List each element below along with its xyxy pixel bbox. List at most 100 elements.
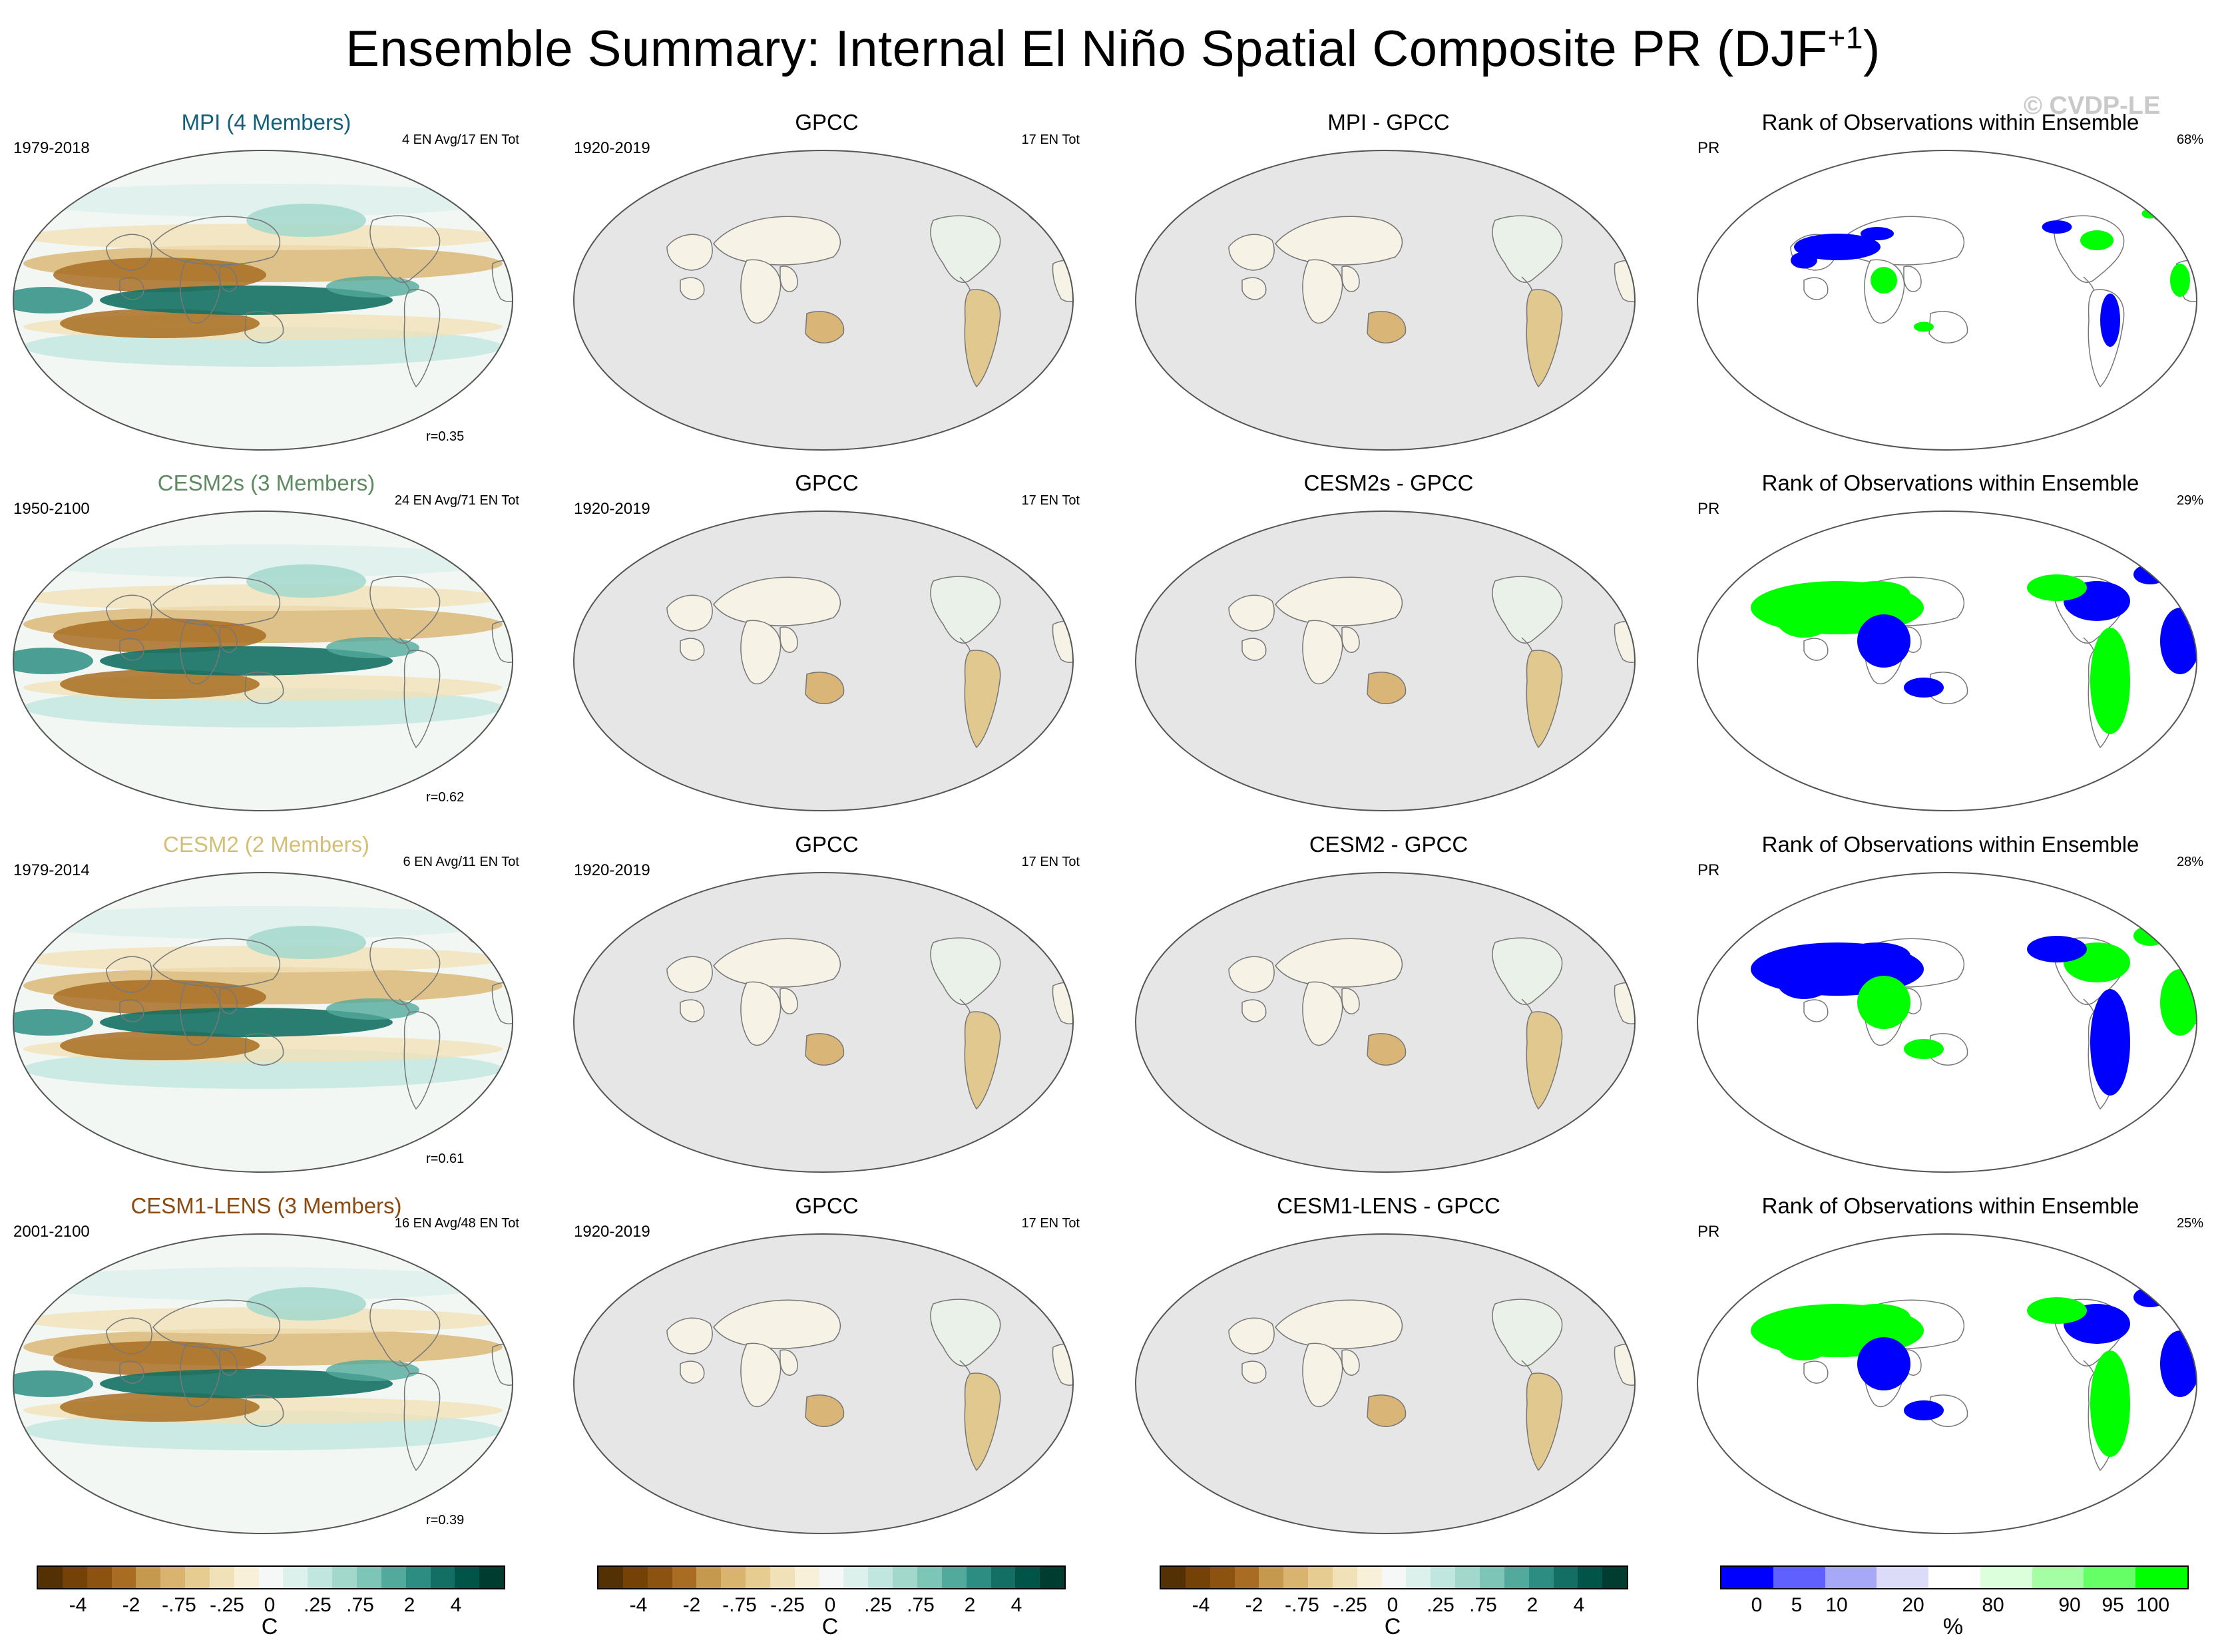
brbg-tick-label: -.75 xyxy=(1285,1594,1319,1616)
brbg-tick-label: -.75 xyxy=(162,1594,196,1616)
rank-swatch xyxy=(2032,1567,2084,1588)
brbg-swatch xyxy=(598,1567,623,1588)
brbg-swatch xyxy=(1406,1567,1431,1588)
rank-swatch xyxy=(1980,1567,2032,1588)
diff-panel-title: CESM2 - GPCC xyxy=(1309,832,1468,857)
diff-panel-row-4: CESM1-LENS - GPCC xyxy=(1122,1193,1655,1540)
colorbar-rank-unit: % xyxy=(1942,1614,1964,1639)
brbg-tick-label: 4 xyxy=(1010,1594,1022,1616)
brbg-swatch xyxy=(893,1567,917,1588)
brbg-swatch xyxy=(1332,1567,1357,1588)
brbg-swatch xyxy=(1040,1567,1065,1588)
rank-tick-label: 90 xyxy=(2058,1594,2081,1616)
event-count-label: 17 EN Tot xyxy=(1021,493,1080,508)
brbg-tick-label: 4 xyxy=(1573,1594,1585,1616)
brbg-swatch xyxy=(794,1567,819,1588)
brbg-swatch xyxy=(1185,1567,1210,1588)
precip-anomaly-map xyxy=(13,511,513,811)
period-label: 1979-2018 xyxy=(13,139,90,157)
brbg-swatch xyxy=(1528,1567,1554,1588)
variable-label: PR xyxy=(1697,1223,1720,1241)
rank-panel-row-1: Rank of Observations within Ensemble PR 68… xyxy=(1684,110,2217,456)
brbg-swatch xyxy=(405,1567,431,1588)
model-panel-title: MPI (4 Members) xyxy=(181,110,351,134)
obs-panel-title: GPCC xyxy=(795,110,859,134)
brbg-swatch xyxy=(696,1567,722,1588)
brbg-tick-label: -2 xyxy=(682,1594,701,1616)
precip-anomaly-map xyxy=(13,150,513,451)
figure-title: Ensemble Summary: Internal El Niño Spati… xyxy=(345,20,1881,77)
brbg-swatch xyxy=(283,1567,308,1588)
rank-panel-row-3: Rank of Observations within Ensemble PR 28… xyxy=(1684,832,2217,1178)
brbg-tick-label: -4 xyxy=(629,1594,648,1616)
rank-map xyxy=(1697,1233,2197,1534)
brbg-swatch xyxy=(455,1567,480,1588)
variable-label: PR xyxy=(1697,139,1720,157)
brbg-swatch xyxy=(1210,1567,1235,1588)
brbg-swatch xyxy=(1431,1567,1456,1588)
brbg-swatch xyxy=(356,1567,381,1588)
brbg-swatch xyxy=(430,1567,455,1588)
period-label: 1920-2019 xyxy=(574,500,650,518)
brbg-tick-label: .75 xyxy=(1469,1594,1497,1616)
pattern-correlation-label: r=0.35 xyxy=(426,429,465,444)
rank-percent-label: 29% xyxy=(2176,493,2203,508)
colorbar-model xyxy=(37,1565,505,1589)
event-count-label: 17 EN Tot xyxy=(1021,855,1080,869)
diff-panel-title: CESM2s - GPCC xyxy=(1303,471,1474,495)
precip-anomaly-map xyxy=(1135,150,1636,451)
rank-percent-label: 68% xyxy=(2176,132,2203,147)
obs-panel-title: GPCC xyxy=(795,1193,859,1218)
diff-panel-row-3: CESM2 - GPCC xyxy=(1122,832,1655,1178)
brbg-swatch xyxy=(209,1567,234,1588)
rank-percent-label: 25% xyxy=(2176,1216,2203,1231)
brbg-tick-label: 2 xyxy=(1526,1594,1538,1616)
rank-panel-title: Rank of Observations within Ensemble xyxy=(1761,110,2139,134)
rank-swatch xyxy=(1928,1567,1980,1588)
precip-anomaly-map xyxy=(573,872,1074,1173)
brbg-swatch xyxy=(966,1567,991,1588)
variable-label: PR xyxy=(1697,500,1720,518)
brbg-tick-label: -2 xyxy=(1245,1594,1263,1616)
colorbar-diff-ticks: -4 -2 -.75 -.25 0 .25 .75 2 4 xyxy=(1160,1594,1626,1621)
brbg-swatch xyxy=(62,1567,87,1588)
event-count-label: 24 EN Avg/71 EN Tot xyxy=(394,493,519,508)
event-count-label: 17 EN Tot xyxy=(1021,132,1080,147)
obs-panel-title: GPCC xyxy=(795,471,859,495)
event-count-label: 6 EN Avg/11 EN Tot xyxy=(403,855,519,869)
colorbar-rank xyxy=(1720,1565,2189,1589)
rank-panel-title: Rank of Observations within Ensemble xyxy=(1761,1193,2139,1218)
brbg-tick-label: -.75 xyxy=(722,1594,757,1616)
rank-panel-row-4: Rank of Observations within Ensemble PR 25… xyxy=(1684,1193,2217,1540)
colorbar-obs-ticks: -4 -2 -.75 -.25 0 .25 .75 2 4 xyxy=(597,1594,1063,1621)
rank-panel-title: Rank of Observations within Ensemble xyxy=(1761,471,2139,495)
rank-swatch xyxy=(2084,1567,2136,1588)
brbg-tick-label: 4 xyxy=(450,1594,462,1616)
brbg-swatch xyxy=(819,1567,844,1588)
rank-swatch xyxy=(1773,1567,1825,1588)
period-label: 1920-2019 xyxy=(574,1223,650,1241)
precip-anomaly-map xyxy=(573,150,1074,451)
model-panel-row-3: CESM2 (2 Members) 1979-2014 6 EN Avg/11 EN… xyxy=(0,832,533,1178)
brbg-swatch xyxy=(479,1567,505,1588)
rank-swatch xyxy=(2135,1567,2188,1588)
brbg-swatch xyxy=(746,1567,770,1588)
obs-panel-row-1: GPCC 1920-2019 17 EN Tot xyxy=(560,110,1093,456)
precip-anomaly-map xyxy=(573,511,1074,811)
brbg-tick-label: -2 xyxy=(122,1594,140,1616)
brbg-tick-label: 2 xyxy=(964,1594,976,1616)
rank-percent-label: 28% xyxy=(2176,855,2203,869)
brbg-swatch xyxy=(38,1567,63,1588)
event-count-label: 17 EN Tot xyxy=(1021,1216,1080,1231)
brbg-swatch xyxy=(1308,1567,1333,1588)
rank-tick-label: 95 xyxy=(2102,1594,2124,1616)
rank-swatch xyxy=(1825,1567,1877,1588)
brbg-swatch xyxy=(1161,1567,1186,1588)
diff-panel-row-1: MPI - GPCC xyxy=(1122,110,1655,456)
rank-panel-row-2: Rank of Observations within Ensemble PR 29… xyxy=(1684,471,2217,817)
colorbar-model-ticks: -4 -2 -.75 -.25 0 .25 .75 2 4 xyxy=(37,1594,503,1621)
rank-swatch xyxy=(1721,1567,1773,1588)
brbg-swatch xyxy=(1553,1567,1578,1588)
brbg-swatch xyxy=(1259,1567,1284,1588)
colorbar-model-unit: C xyxy=(261,1614,278,1639)
